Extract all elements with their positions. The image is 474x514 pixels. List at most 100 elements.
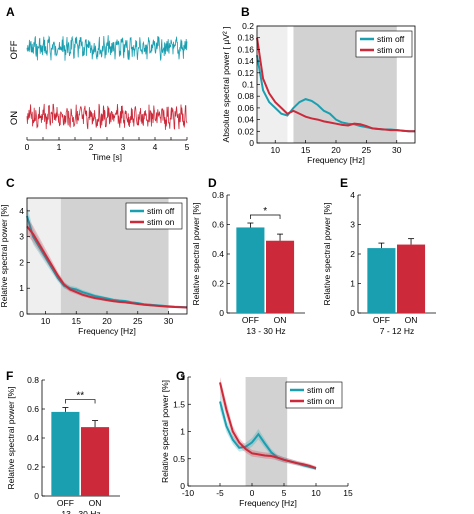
- C-xtick-label: 10: [41, 316, 51, 326]
- C-stim-on-line: [26, 225, 188, 309]
- F-ylabel: Relative spectral power [%]: [6, 387, 16, 490]
- F-category-label: ON: [89, 498, 102, 508]
- A-xtick-label: 0: [25, 142, 30, 152]
- F-ytick-label: 0.2: [27, 462, 39, 472]
- G-xtick-label: 15: [343, 488, 353, 498]
- G-ytick-label: 2: [180, 372, 185, 382]
- E-ytick-label: 1: [350, 279, 355, 289]
- G-stim-on-line: [219, 382, 317, 469]
- B-ytick-label: 0.12: [237, 68, 254, 78]
- C-stim-on-error-band: [27, 217, 187, 309]
- C-legend-box: [125, 202, 183, 230]
- C-ytick-label: 1: [19, 283, 24, 293]
- D-ytick-label: 0.2: [212, 279, 224, 289]
- D-ytick-label: 0: [219, 308, 224, 318]
- C-ytick-label: 0: [19, 309, 24, 319]
- B-ytick-label: 0.2: [242, 21, 254, 31]
- A-xtick-label: 2: [89, 142, 94, 152]
- panel-b-letter: B: [241, 5, 250, 19]
- A-on-trace: [26, 103, 188, 130]
- B-xtick-label: 15: [301, 145, 311, 155]
- G-legend-box: [285, 381, 343, 409]
- E-ytick-label: 0: [350, 308, 355, 318]
- G-ytick-label: 1: [180, 427, 185, 437]
- G-ytick-label: 1.5: [173, 399, 185, 409]
- B-ytick-label: 0.16: [237, 44, 254, 54]
- F-bar-off: [51, 411, 80, 496]
- E-category-label: ON: [405, 315, 418, 325]
- F-xlabel: 13 - 30 Hz: [61, 509, 100, 514]
- C-ylabel: Relative spectral power [%]: [0, 205, 9, 308]
- E-category-label: OFF: [373, 315, 390, 325]
- G-xtick-label: 0: [250, 488, 255, 498]
- panel-g-letter: G: [176, 369, 185, 383]
- D-bar-on: [266, 240, 295, 313]
- G-shaded-band: [245, 377, 288, 486]
- B-xtick-label: 25: [362, 145, 372, 155]
- B-xlabel: Frequency [Hz]: [307, 155, 365, 165]
- D-ytick-label: 0.8: [212, 190, 224, 200]
- C-xtick-label: 20: [102, 316, 112, 326]
- D-xlabel: 13 - 30 Hz: [246, 326, 285, 336]
- E-ytick-label: 3: [350, 220, 355, 230]
- F-ytick-label: 0: [34, 491, 39, 501]
- B-ytick-label: 0: [249, 138, 254, 148]
- G-ytick-label: 0: [180, 481, 185, 491]
- B-ytick-label: 0.14: [237, 56, 254, 66]
- C-xtick-label: 30: [164, 316, 174, 326]
- B-ytick-label: 0.1: [242, 80, 254, 90]
- B-ytick-label: 0.06: [237, 103, 254, 113]
- F-ytick-label: 0.6: [27, 404, 39, 414]
- B-stim-on-line: [256, 37, 415, 133]
- F-significance-bracket: [65, 399, 96, 404]
- A-off-trace: [26, 35, 188, 61]
- G-xtick-label: 5: [282, 488, 287, 498]
- panel-f-letter: F: [6, 369, 13, 383]
- A-xtick-label: 3: [121, 142, 126, 152]
- G-legend-label: stim off: [307, 385, 335, 395]
- G-xtick-label: -5: [216, 488, 224, 498]
- E-ytick-label: 2: [350, 249, 355, 259]
- B-xtick-label: 20: [331, 145, 341, 155]
- C-xlabel: Frequency [Hz]: [78, 326, 136, 336]
- D-ytick-label: 0.6: [212, 220, 224, 230]
- G-legend-label: stim on: [307, 396, 335, 406]
- A-xtick-label: 4: [153, 142, 158, 152]
- B-ytick-label: 0.02: [237, 126, 254, 136]
- D-ytick-label: 0.4: [212, 249, 224, 259]
- C-xtick-label: 15: [71, 316, 81, 326]
- B-ylabel: Absolute spectral power [ μV² ]: [221, 27, 231, 143]
- B-ytick-label: 0.08: [237, 91, 254, 101]
- panel-c-letter: C: [6, 176, 15, 190]
- C-ytick-label: 2: [19, 257, 24, 267]
- B-legend-label: stim off: [377, 34, 405, 44]
- A-off-row-label: OFF: [9, 40, 20, 59]
- D-ylabel: Relative spectral power [%]: [191, 203, 201, 306]
- B-legend-label: stim on: [377, 45, 405, 55]
- G-ytick-label: 0.5: [173, 454, 185, 464]
- D-significance-bracket: [250, 214, 281, 220]
- panel-d-letter: D: [208, 176, 217, 190]
- G-xlabel: Frequency [Hz]: [239, 498, 297, 508]
- B-legend-box: [355, 30, 413, 58]
- A-xtick-label: 5: [185, 142, 190, 152]
- F-category-label: OFF: [57, 498, 74, 508]
- B-ytick-label: 0.04: [237, 115, 254, 125]
- panel-e-letter: E: [340, 176, 348, 190]
- C-ytick-label: 4: [19, 206, 24, 216]
- D-significance-marker: *: [263, 206, 267, 217]
- B-ytick-label: 0.18: [237, 33, 254, 43]
- A-xtick-label: 1: [57, 142, 62, 152]
- F-significance-marker: **: [76, 391, 84, 402]
- D-category-label: ON: [274, 315, 287, 325]
- C-legend-label: stim off: [147, 206, 175, 216]
- G-ylabel: Relative spectral power [%]: [160, 380, 170, 483]
- E-xlabel: 7 - 12 Hz: [380, 326, 415, 336]
- F-ytick-label: 0.4: [27, 433, 39, 443]
- panel-a-letter: A: [6, 5, 15, 19]
- G-xtick-label: 10: [311, 488, 321, 498]
- B-xtick-label: 30: [392, 145, 402, 155]
- C-ytick-label: 3: [19, 232, 24, 242]
- A-xlabel: Time [s]: [92, 152, 122, 162]
